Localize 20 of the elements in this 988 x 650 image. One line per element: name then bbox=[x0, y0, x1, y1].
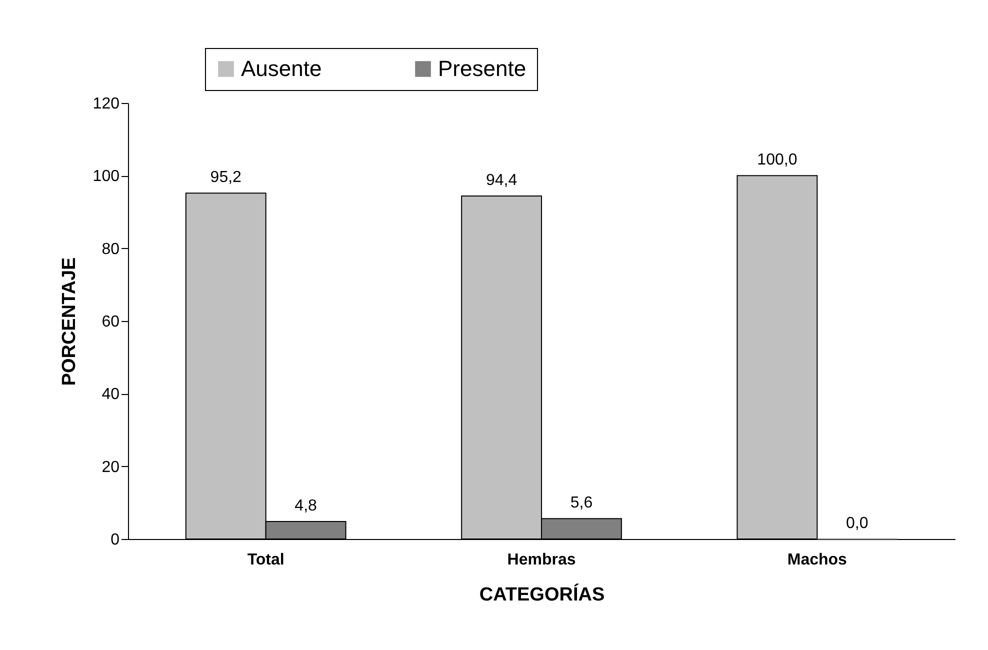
data-label: 0,0 bbox=[846, 515, 868, 532]
legend-label: Presente bbox=[438, 56, 526, 81]
y-tick-label: 0 bbox=[110, 532, 120, 548]
data-label: 5,6 bbox=[570, 494, 593, 512]
legend-label: Ausente bbox=[241, 56, 322, 81]
y-tick-label: 40 bbox=[102, 386, 120, 404]
y-tick-label: 60 bbox=[102, 314, 120, 330]
x-axis-title: CATEGORÍAS bbox=[479, 584, 605, 606]
y-tick-label: 120 bbox=[92, 96, 120, 112]
x-tick-label: Total bbox=[247, 552, 284, 568]
y-tick-label: 100 bbox=[92, 168, 120, 186]
data-label: 95,2 bbox=[210, 169, 242, 186]
data-label: 94,4 bbox=[486, 172, 518, 190]
y-tick-label: 80 bbox=[102, 240, 120, 258]
x-tick-label: Hembras bbox=[507, 552, 576, 568]
data-label: 100,0 bbox=[757, 152, 798, 169]
y-tick-label: 20 bbox=[102, 458, 120, 476]
data-label: 4,8 bbox=[294, 498, 318, 515]
x-tick-label: Machos bbox=[787, 552, 848, 568]
y-axis-title: PORCENTAJE bbox=[58, 257, 80, 386]
